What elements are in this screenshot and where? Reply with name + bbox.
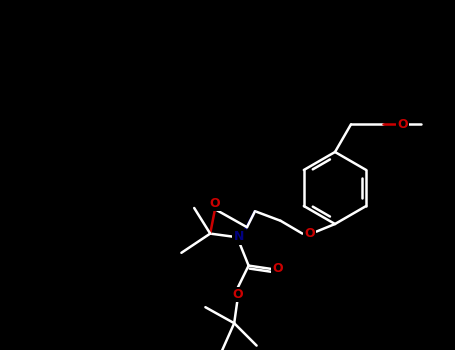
Text: O: O: [272, 262, 283, 275]
Text: O: O: [210, 197, 220, 210]
Text: O: O: [232, 288, 243, 301]
Text: O: O: [397, 118, 408, 131]
Text: O: O: [304, 227, 315, 240]
Text: N: N: [234, 230, 244, 243]
